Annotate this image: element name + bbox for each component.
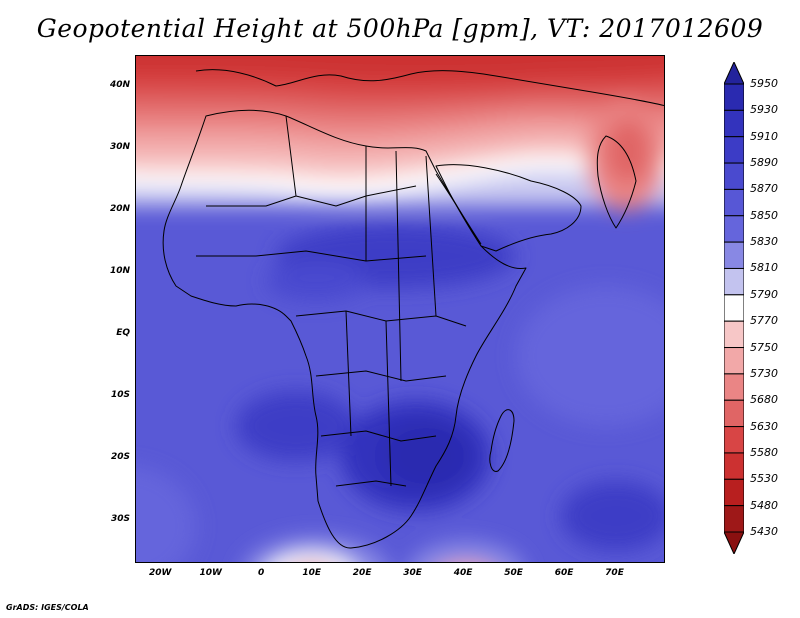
interior-borders-2 bbox=[196, 250, 427, 262]
colorbar-level-label: 5890 bbox=[750, 156, 778, 170]
madagascar bbox=[489, 409, 515, 472]
colorbar-level-label: 5580 bbox=[750, 445, 778, 459]
map-title: Geopotential Height at 500hPa [gpm], VT:… bbox=[36, 14, 764, 43]
interior-borders-1 bbox=[206, 185, 417, 207]
colorbar-level-label: 5430 bbox=[750, 525, 778, 538]
colorbar-swatch bbox=[724, 267, 744, 296]
low-south-east bbox=[411, 541, 521, 562]
lat-tick-label: 10N bbox=[109, 265, 130, 276]
core-southeast bbox=[561, 481, 664, 551]
colorbar-swatch bbox=[724, 162, 744, 190]
colorbar-swatch bbox=[724, 478, 744, 507]
colorbar-top-arrow bbox=[724, 62, 744, 85]
colorbar-swatch bbox=[724, 215, 744, 243]
india-coast bbox=[596, 135, 637, 229]
colorbar bbox=[724, 62, 744, 554]
core-southern-inner bbox=[381, 421, 471, 491]
colorbar-swatch bbox=[724, 109, 744, 138]
lon-tick-label: 10W bbox=[199, 568, 222, 578]
core-eastocean bbox=[516, 286, 664, 426]
colorbar-level-label: 5830 bbox=[750, 235, 778, 249]
interior-borders-5 bbox=[320, 430, 437, 442]
lon-tick-label: 70E bbox=[605, 568, 624, 578]
colorbar-level-label: 5910 bbox=[750, 129, 778, 143]
lon-tick-label: 10E bbox=[302, 568, 321, 578]
lat-tick-label: 10S bbox=[110, 389, 130, 400]
lon-tick-label: 0 bbox=[258, 568, 265, 578]
lobe-arabia-core bbox=[606, 119, 650, 183]
colorbar-level-label: 5870 bbox=[750, 182, 778, 196]
lon-tick-label: 30E bbox=[403, 568, 422, 578]
lat-tick-label: 30S bbox=[110, 513, 130, 524]
colorbar-swatch bbox=[724, 505, 744, 533]
colorbar-level-label: 5770 bbox=[750, 314, 778, 328]
lon-tick-label: 50E bbox=[504, 568, 523, 578]
colorbar-level-label: 5480 bbox=[750, 498, 778, 512]
lat-tick-label: 20N bbox=[109, 203, 130, 214]
interior-borders-7 bbox=[285, 115, 437, 382]
colorbar-swatch bbox=[724, 426, 744, 454]
colorbar-level-label: 5630 bbox=[750, 419, 778, 433]
lon-tick-label: 20W bbox=[149, 568, 172, 578]
low-south-west bbox=[245, 536, 387, 562]
colorbar-swatch bbox=[724, 347, 744, 375]
lat-tick-label: EQ bbox=[116, 327, 130, 338]
colorbar-swatch bbox=[724, 294, 744, 322]
core-westcoast bbox=[236, 391, 356, 461]
europe-coast bbox=[195, 69, 664, 107]
lat-tick-label: 20S bbox=[110, 451, 130, 462]
colorbar-level-label: 5530 bbox=[750, 472, 778, 486]
colorbar-swatch bbox=[724, 373, 744, 401]
colorbar-swatch bbox=[724, 241, 744, 269]
low-southwest-edge bbox=[136, 466, 196, 562]
lon-tick-label: 20E bbox=[352, 568, 372, 578]
colorbar-swatch bbox=[724, 136, 744, 164]
colorbar-level-label: 5930 bbox=[750, 103, 778, 117]
africa-coastline bbox=[162, 109, 527, 549]
arabian-peninsula bbox=[435, 164, 582, 252]
low-south-west-2 bbox=[275, 553, 347, 562]
colorbar-swatch bbox=[724, 320, 744, 349]
lat-tick-label: 40N bbox=[109, 79, 130, 90]
band-5530 bbox=[136, 56, 664, 80]
colorbar-level-label: 5730 bbox=[750, 366, 778, 380]
colorbar-level-label: 5750 bbox=[750, 340, 778, 354]
interior-borders-6 bbox=[335, 480, 407, 487]
coastlines bbox=[162, 69, 664, 549]
geopotential-map bbox=[136, 56, 664, 562]
colorbar-level-label: 5680 bbox=[750, 393, 778, 407]
lat-tick-label: 30N bbox=[109, 141, 130, 152]
lon-tick-label: 40E bbox=[453, 568, 473, 578]
colorbar-level-label: 5950 bbox=[750, 77, 778, 90]
grads-credit: GrADS: IGES/COLA bbox=[6, 603, 89, 612]
colorbar-swatch bbox=[724, 188, 744, 217]
interior-borders-4 bbox=[315, 370, 447, 382]
interior-borders-8 bbox=[345, 310, 392, 487]
red-sea bbox=[435, 173, 482, 245]
map-plot-area bbox=[135, 55, 665, 563]
colorbar-level-label: 5810 bbox=[750, 261, 778, 275]
lon-tick-label: 60E bbox=[554, 568, 574, 578]
colorbar-swatch bbox=[724, 83, 744, 111]
colorbar-swatch bbox=[724, 399, 744, 428]
colorbar-swatch bbox=[724, 452, 744, 480]
core-central bbox=[266, 261, 366, 301]
colorbar-bottom-arrow bbox=[724, 531, 744, 554]
colorbar-level-label: 5850 bbox=[750, 208, 778, 222]
colorbar-level-label: 5790 bbox=[750, 287, 778, 301]
